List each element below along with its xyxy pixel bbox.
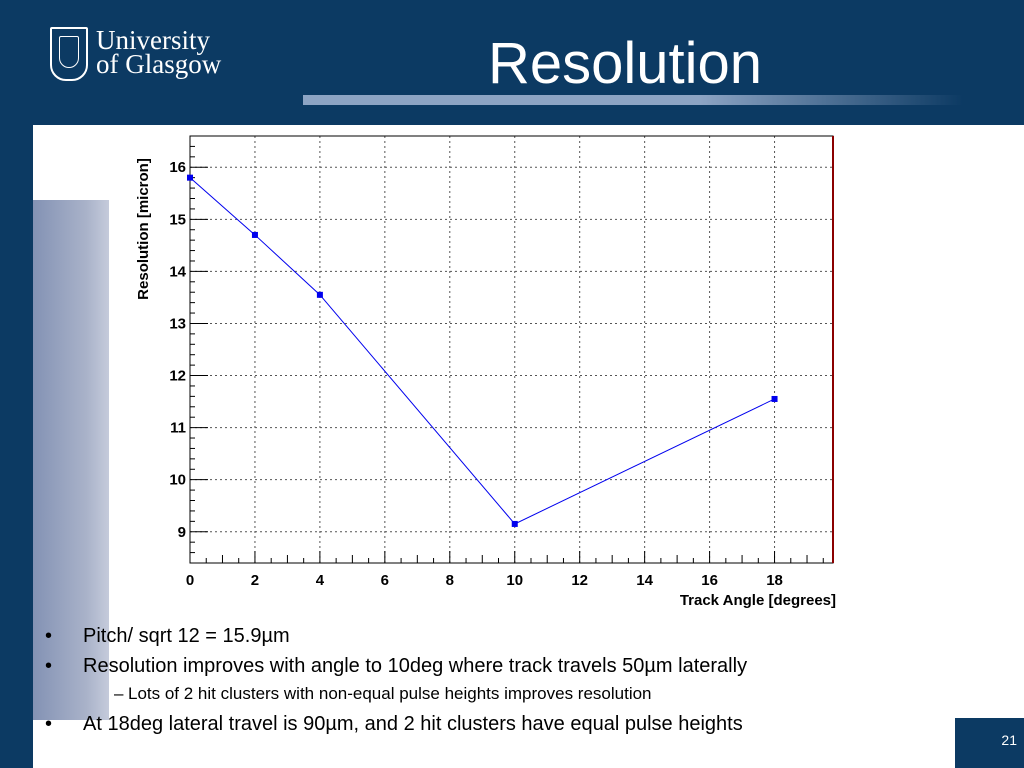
slide-title: Resolution <box>488 31 763 96</box>
x-tick-label: 14 <box>636 572 653 589</box>
x-tick-label: 4 <box>316 572 325 589</box>
x-tick-label: 12 <box>571 572 588 589</box>
dash-marker: – <box>114 684 124 703</box>
grid-lines <box>189 136 833 563</box>
x-tick-label: 10 <box>506 572 523 589</box>
slide-header: University of Glasgow Resolution <box>0 0 1024 125</box>
y-tick-label: 11 <box>170 420 186 437</box>
bullet-text: Resolution improves with angle to 10deg … <box>83 655 748 677</box>
series-line <box>189 177 775 525</box>
y-tick-label: 10 <box>169 472 186 489</box>
x-tick-label: 8 <box>446 572 454 589</box>
decorative-side-bar <box>33 200 109 720</box>
data-point <box>187 174 193 181</box>
data-point <box>511 520 518 527</box>
bullet-text: Pitch/ sqrt 12 = 15.9µm <box>83 625 290 647</box>
crest-icon <box>50 27 88 81</box>
bullet-marker: • <box>45 625 53 647</box>
university-logo: University of Glasgow <box>50 25 225 85</box>
logo-text-line1: University <box>96 25 210 55</box>
y-tick-label: 12 <box>169 368 186 385</box>
y-axis-title: Resolution [micron] <box>135 158 152 300</box>
y-tick-label: 13 <box>169 315 186 332</box>
title-underline-bar <box>303 95 963 105</box>
x-tick-label: 0 <box>186 572 194 589</box>
x-tick-label: 16 <box>701 572 718 589</box>
page-number: 21 <box>1001 732 1017 748</box>
bullet-marker: • <box>45 713 53 735</box>
resolution-chart: 0 2 4 6 8 10 12 14 16 18 9 10 11 12 13 14 15 16 Track Ang… <box>135 135 836 609</box>
y-tick-label: 9 <box>178 524 186 541</box>
data-point <box>316 291 323 298</box>
x-axis-title: Track Angle [degrees] <box>680 592 836 609</box>
data-point <box>771 395 778 402</box>
y-tick-label: 15 <box>169 211 186 228</box>
plot-frame <box>189 135 834 564</box>
tick-labels: 0 2 4 6 8 10 12 14 16 18 9 10 11 12 13 14 15 16 <box>169 159 783 589</box>
x-tick-label: 2 <box>251 572 259 589</box>
y-tick-label: 14 <box>169 263 186 280</box>
x-tick-label: 18 <box>766 572 783 589</box>
page-number-badge: 21 <box>955 718 1024 768</box>
bullet-marker: • <box>45 655 53 677</box>
x-tick-label: 6 <box>381 572 389 589</box>
logo-text-line2: of Glasgow <box>96 49 222 79</box>
data-series <box>187 174 778 527</box>
axis-ticks <box>189 135 824 563</box>
bullet-text: At 18deg lateral travel is 90µm, and 2 h… <box>83 713 743 735</box>
data-point <box>251 231 258 238</box>
bullet-text: Lots of 2 hit clusters with non-equal pu… <box>128 684 652 703</box>
y-tick-label: 16 <box>169 159 186 176</box>
